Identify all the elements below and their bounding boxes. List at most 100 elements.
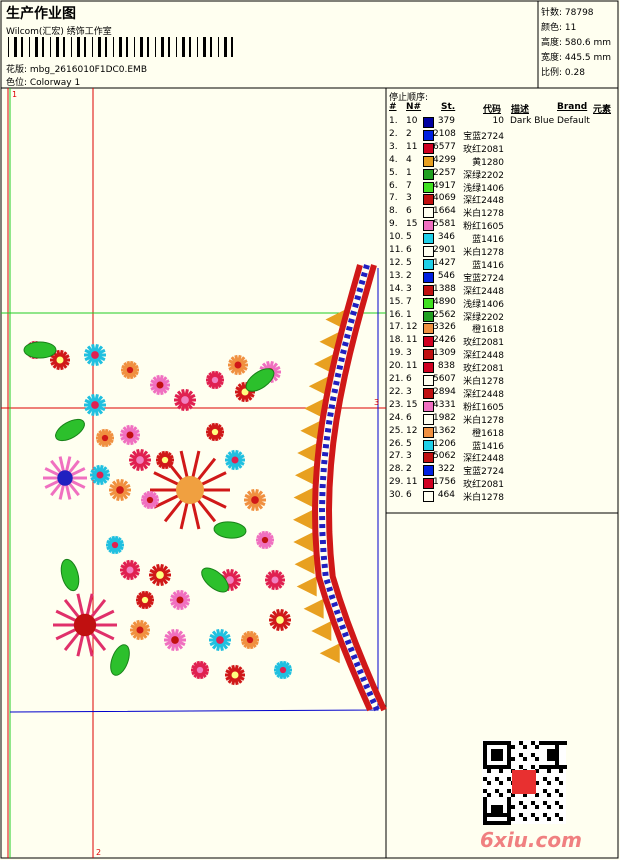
qr-module xyxy=(547,741,551,745)
swatch xyxy=(423,491,434,503)
needle: 10 xyxy=(406,116,418,126)
stitches: 379 xyxy=(437,116,455,126)
needle: 15 xyxy=(406,219,418,230)
flower-center xyxy=(279,666,287,674)
qr-module xyxy=(547,765,551,769)
triangle xyxy=(313,354,334,374)
qr-module xyxy=(523,817,527,821)
qr-module xyxy=(507,801,511,805)
flower-center xyxy=(91,351,99,359)
row-number: 23. xyxy=(389,399,404,410)
qr-module xyxy=(511,805,515,809)
code: 米白1278 xyxy=(463,377,504,387)
triangle xyxy=(319,643,340,664)
triangle xyxy=(311,621,332,641)
qr-module xyxy=(507,765,511,769)
qr-module xyxy=(507,817,511,821)
row-number: 22. xyxy=(389,386,404,397)
qr-module xyxy=(535,793,539,797)
qr-module xyxy=(563,741,567,745)
colorway: 色位: Colorway 1 xyxy=(6,78,81,88)
qr-module xyxy=(555,813,559,817)
stitches: 5062 xyxy=(433,451,456,462)
swatch xyxy=(423,413,434,425)
bar-stripe xyxy=(140,37,143,57)
stitches: 346 xyxy=(437,232,455,243)
qr-module xyxy=(543,789,547,793)
bar-stripe xyxy=(84,37,86,57)
qr-module xyxy=(559,741,563,745)
swatch xyxy=(423,220,434,232)
qr-module xyxy=(499,809,503,813)
qr-module xyxy=(499,757,503,761)
qr-module xyxy=(483,813,487,817)
brand: Default xyxy=(557,116,590,126)
bar-stripe xyxy=(8,37,9,57)
qr-module xyxy=(499,781,503,785)
code: 蓝1416 xyxy=(472,441,504,452)
needle: 1 xyxy=(406,309,412,320)
flower-center xyxy=(231,671,239,679)
row-number: 12. xyxy=(389,257,404,268)
qr-module xyxy=(559,817,563,821)
qr-module xyxy=(487,821,491,825)
flower-center xyxy=(73,613,97,637)
row-number: 27. xyxy=(389,451,404,462)
flower-center xyxy=(231,456,239,464)
triangle xyxy=(294,554,315,575)
stitches: 4890 xyxy=(433,296,456,307)
qr-module xyxy=(487,741,491,745)
qr-module xyxy=(495,757,499,761)
code: 宝蓝2724 xyxy=(463,467,504,478)
barcode xyxy=(8,37,233,57)
column-header: St. xyxy=(441,102,456,112)
flower-center xyxy=(101,434,109,442)
swatch xyxy=(423,258,434,270)
row-number: 29. xyxy=(389,477,404,488)
needle: 6 xyxy=(406,490,412,501)
row-number: 24. xyxy=(389,412,404,423)
row-number: 11. xyxy=(389,245,404,255)
swatch xyxy=(423,207,434,219)
row-number: 15. xyxy=(389,296,404,307)
qr-module xyxy=(503,821,507,825)
flower-center xyxy=(96,471,104,479)
stitches: 2901 xyxy=(433,245,456,255)
qr-module xyxy=(551,765,555,769)
flower-center xyxy=(156,381,164,389)
flower-center xyxy=(176,596,184,604)
swatch xyxy=(423,194,434,206)
qr-module xyxy=(487,793,491,797)
triangle xyxy=(319,331,340,352)
bar-stripe xyxy=(147,37,149,57)
qr-module xyxy=(547,781,551,785)
needle: 4 xyxy=(406,154,412,165)
stitches: 464 xyxy=(437,490,455,501)
leaf xyxy=(23,341,57,359)
flower-center xyxy=(271,576,279,584)
triangle xyxy=(293,532,314,552)
qr-module xyxy=(483,821,487,825)
bar-stripe xyxy=(161,37,164,57)
bar-stripe xyxy=(50,37,51,57)
qr-module xyxy=(483,801,487,805)
qr-module xyxy=(519,765,523,769)
qr-module xyxy=(531,801,535,805)
triangle xyxy=(304,398,325,419)
qr-module xyxy=(559,805,563,809)
qr-module xyxy=(499,805,503,809)
stitches: 1756 xyxy=(433,477,456,488)
code: 深绿2202 xyxy=(463,312,504,323)
needle: 2 xyxy=(406,128,412,139)
code: 玫红2081 xyxy=(463,338,504,349)
code: 10 xyxy=(492,116,504,126)
qr-module xyxy=(483,757,487,761)
qr-module xyxy=(507,777,511,781)
row-number: 30. xyxy=(389,490,404,501)
qr-module xyxy=(507,761,511,765)
qr-module xyxy=(495,753,499,757)
code: 米白1278 xyxy=(463,248,504,258)
flower-center xyxy=(176,476,204,504)
code: 浅绿1406 xyxy=(463,299,504,310)
qr-module xyxy=(491,741,495,745)
